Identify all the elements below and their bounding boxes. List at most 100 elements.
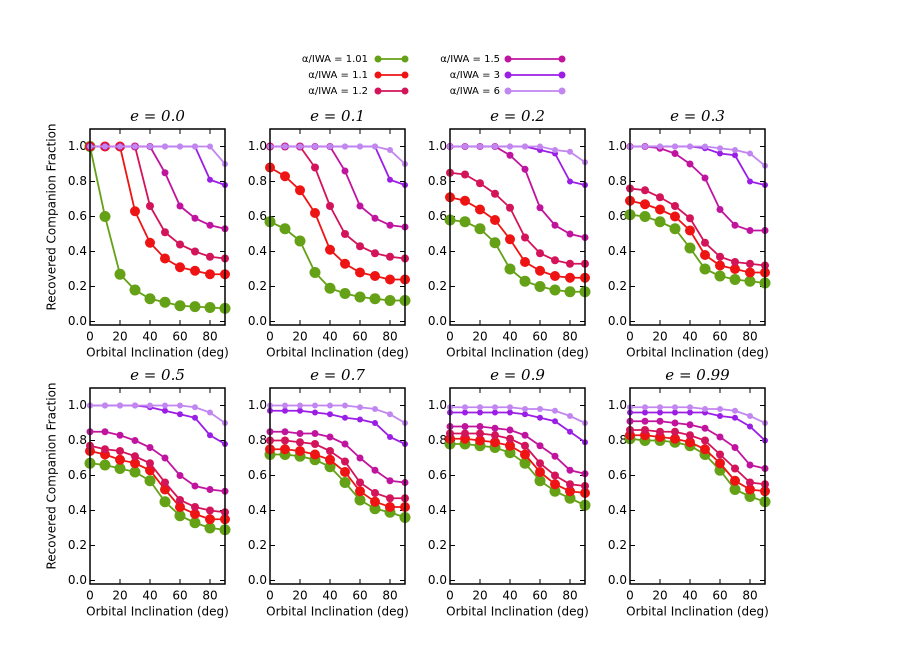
y-tick-label: 0.4 — [608, 503, 627, 517]
series-line — [630, 434, 766, 493]
point — [370, 496, 380, 507]
point — [176, 240, 184, 249]
point — [506, 151, 514, 159]
x-tick-label: 60 — [352, 589, 367, 603]
point — [656, 193, 664, 202]
point — [639, 211, 651, 222]
legend-label: α/IWA = 1.01 — [302, 54, 368, 65]
point — [327, 143, 333, 150]
point — [355, 267, 365, 278]
point — [192, 414, 198, 421]
point — [356, 478, 364, 487]
point — [279, 223, 291, 235]
point — [714, 270, 726, 282]
point — [160, 253, 170, 264]
point — [190, 509, 200, 519]
point — [746, 259, 754, 268]
point — [564, 492, 576, 504]
point — [687, 143, 693, 150]
y-tick-label: 0.8 — [608, 433, 627, 447]
series-line — [270, 409, 406, 445]
y-tick-label: 0.6 — [68, 209, 87, 223]
point — [702, 406, 708, 412]
legend-marker — [374, 55, 382, 63]
point — [372, 143, 378, 150]
point — [686, 421, 694, 429]
y-tick-label: 0.0 — [248, 314, 267, 328]
y-tick-label: 0.2 — [248, 279, 267, 293]
series-line — [449, 171, 585, 265]
x-tick-label: 0 — [86, 589, 94, 603]
point — [207, 176, 213, 183]
series-line — [270, 145, 406, 228]
point — [567, 178, 573, 185]
panel-title: e = 0.7 — [310, 366, 365, 384]
point — [310, 208, 320, 218]
point — [297, 407, 303, 414]
point — [657, 143, 663, 150]
point — [684, 242, 696, 254]
point — [536, 249, 544, 258]
point — [385, 502, 395, 512]
point — [536, 459, 544, 468]
y-tick-label: 0.6 — [608, 468, 627, 482]
point — [747, 178, 753, 185]
point — [387, 176, 393, 183]
x-tick-label: 40 — [502, 589, 517, 603]
point — [191, 482, 199, 490]
point — [551, 471, 559, 480]
point — [521, 441, 529, 450]
point — [206, 252, 214, 261]
point — [204, 302, 216, 313]
x-tick-label: 80 — [202, 330, 217, 344]
point — [699, 263, 711, 275]
y-tick-label: 0.2 — [68, 279, 87, 293]
plot-frame — [449, 387, 586, 585]
legend-marker — [504, 71, 512, 79]
y-tick-label: 0.0 — [428, 573, 447, 587]
point — [671, 202, 679, 210]
legend-label: α/IWA = 1.2 — [308, 86, 368, 97]
series-line — [450, 437, 586, 494]
point — [715, 260, 725, 271]
point — [356, 202, 364, 210]
point — [129, 466, 141, 478]
series-line — [90, 404, 226, 424]
point — [731, 444, 739, 451]
y-tick-label: 1.0 — [608, 139, 627, 153]
point — [101, 445, 109, 454]
point — [342, 143, 348, 150]
x-tick-label: 40 — [142, 589, 157, 603]
x-tick-label: 60 — [712, 330, 727, 344]
x-tick-label: 20 — [112, 330, 127, 344]
point — [656, 427, 664, 436]
point — [490, 437, 500, 448]
y-tick-label: 0.8 — [428, 174, 447, 188]
point — [491, 431, 499, 440]
y-tick-label: 1.0 — [68, 139, 87, 153]
point — [701, 238, 709, 247]
y-tick-label: 0.2 — [248, 538, 267, 552]
x-tick-label: 80 — [562, 330, 577, 344]
point — [670, 433, 680, 444]
series-line — [629, 199, 765, 274]
point — [642, 409, 648, 416]
y-tick-label: 0.4 — [428, 503, 447, 517]
point — [131, 437, 139, 444]
point — [461, 423, 469, 430]
point — [461, 170, 469, 179]
point — [297, 402, 303, 409]
panel-title: e = 0.5 — [130, 366, 185, 384]
point — [747, 150, 753, 157]
series-line — [630, 429, 766, 486]
legend-marker — [558, 71, 566, 79]
x-tick-label: 20 — [112, 589, 127, 603]
point — [522, 143, 528, 150]
point — [519, 457, 531, 469]
point — [657, 409, 663, 416]
series-line — [270, 145, 406, 165]
point — [312, 409, 318, 416]
point — [175, 502, 185, 512]
point — [520, 257, 530, 267]
point — [147, 143, 153, 150]
